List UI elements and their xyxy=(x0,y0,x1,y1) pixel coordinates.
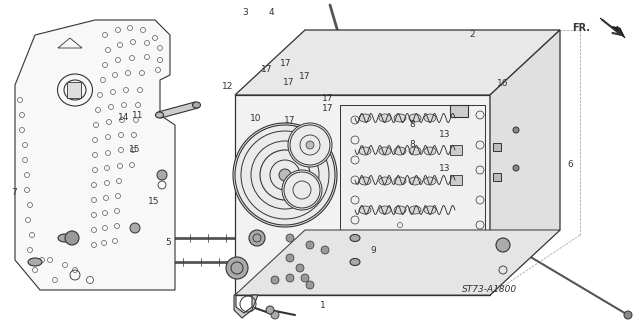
Ellipse shape xyxy=(409,147,421,155)
Ellipse shape xyxy=(424,177,436,185)
Circle shape xyxy=(624,311,632,319)
Polygon shape xyxy=(490,30,560,295)
Polygon shape xyxy=(235,230,560,295)
Ellipse shape xyxy=(409,206,421,214)
Ellipse shape xyxy=(58,234,72,242)
Text: 17: 17 xyxy=(280,59,292,68)
Bar xyxy=(450,145,462,155)
Circle shape xyxy=(249,230,265,246)
Ellipse shape xyxy=(350,259,360,266)
Ellipse shape xyxy=(424,147,436,155)
Text: 12: 12 xyxy=(222,82,234,91)
Text: ST73-A1800: ST73-A1800 xyxy=(462,285,517,294)
Circle shape xyxy=(279,169,291,181)
Text: 13: 13 xyxy=(440,164,451,172)
Text: 17: 17 xyxy=(283,77,295,86)
Ellipse shape xyxy=(350,235,360,242)
Ellipse shape xyxy=(379,114,391,122)
Ellipse shape xyxy=(424,206,436,214)
Text: 17: 17 xyxy=(299,71,311,81)
Polygon shape xyxy=(158,102,198,118)
Text: 13: 13 xyxy=(440,130,451,139)
Ellipse shape xyxy=(409,114,421,122)
Circle shape xyxy=(306,281,314,289)
Text: 11: 11 xyxy=(132,110,144,119)
Circle shape xyxy=(271,276,279,284)
Text: 10: 10 xyxy=(250,114,262,123)
Circle shape xyxy=(513,165,519,171)
Text: 5: 5 xyxy=(165,237,171,246)
Polygon shape xyxy=(600,18,625,38)
Ellipse shape xyxy=(379,177,391,185)
Circle shape xyxy=(286,274,294,282)
Circle shape xyxy=(130,223,140,233)
Circle shape xyxy=(301,274,309,282)
Circle shape xyxy=(157,170,167,180)
Circle shape xyxy=(496,238,510,252)
Text: 17: 17 xyxy=(261,65,273,74)
Text: 17: 17 xyxy=(284,116,296,124)
Circle shape xyxy=(288,123,332,167)
Ellipse shape xyxy=(155,112,164,118)
Text: 15: 15 xyxy=(148,196,160,205)
Ellipse shape xyxy=(379,206,391,214)
Text: 8: 8 xyxy=(409,119,415,129)
Ellipse shape xyxy=(379,147,391,155)
Bar xyxy=(493,143,501,151)
Text: 1: 1 xyxy=(320,300,326,309)
Circle shape xyxy=(271,311,279,319)
Bar xyxy=(340,105,485,290)
Circle shape xyxy=(321,246,329,254)
Bar xyxy=(450,175,462,185)
Circle shape xyxy=(286,254,294,262)
Ellipse shape xyxy=(424,114,436,122)
Text: 6: 6 xyxy=(567,159,573,169)
Ellipse shape xyxy=(394,177,406,185)
Text: 17: 17 xyxy=(322,93,334,102)
Ellipse shape xyxy=(394,206,406,214)
Ellipse shape xyxy=(359,177,371,185)
Bar xyxy=(493,173,501,181)
Circle shape xyxy=(306,141,314,149)
Text: 17: 17 xyxy=(322,103,334,113)
Text: 3: 3 xyxy=(242,7,248,17)
Polygon shape xyxy=(235,95,490,295)
Circle shape xyxy=(282,170,322,210)
Circle shape xyxy=(306,241,314,249)
Polygon shape xyxy=(15,20,175,290)
Ellipse shape xyxy=(359,206,371,214)
Text: 14: 14 xyxy=(118,113,130,122)
Circle shape xyxy=(65,231,79,245)
Polygon shape xyxy=(235,30,560,95)
Text: 8: 8 xyxy=(409,140,415,148)
Text: 7: 7 xyxy=(11,188,17,196)
Ellipse shape xyxy=(192,102,201,108)
Bar xyxy=(450,105,468,117)
Circle shape xyxy=(286,234,294,242)
Circle shape xyxy=(296,264,304,272)
Circle shape xyxy=(233,123,337,227)
Text: 15: 15 xyxy=(129,145,141,154)
Text: 2: 2 xyxy=(469,29,475,38)
Ellipse shape xyxy=(28,258,42,266)
Text: FR.: FR. xyxy=(572,23,590,33)
Circle shape xyxy=(226,257,248,279)
Polygon shape xyxy=(234,295,258,318)
Ellipse shape xyxy=(409,177,421,185)
Circle shape xyxy=(266,306,274,314)
Text: 4: 4 xyxy=(268,7,274,17)
Circle shape xyxy=(513,127,519,133)
Bar xyxy=(67,82,81,98)
Ellipse shape xyxy=(359,114,371,122)
Ellipse shape xyxy=(359,147,371,155)
Ellipse shape xyxy=(394,114,406,122)
Ellipse shape xyxy=(394,147,406,155)
Text: 16: 16 xyxy=(497,78,509,87)
Text: 9: 9 xyxy=(370,245,376,254)
